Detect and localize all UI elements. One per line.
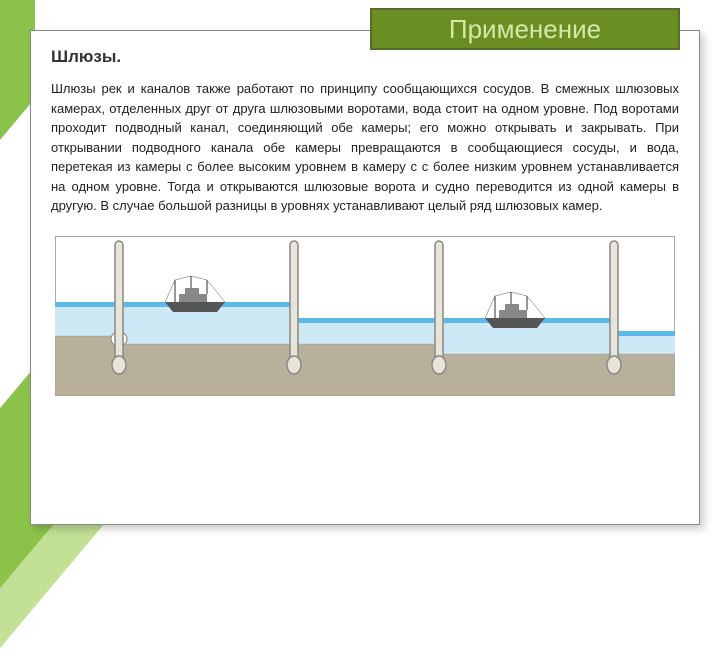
title-banner: Применение xyxy=(370,8,680,50)
section-heading: Шлюзы. xyxy=(51,47,679,67)
section-paragraph: Шлюзы рек и каналов также работают по пр… xyxy=(51,79,679,216)
content-frame: Шлюзы. Шлюзы рек и каналов также работаю… xyxy=(30,30,700,525)
title-text: Применение xyxy=(449,14,601,45)
lock-diagram xyxy=(51,236,679,406)
